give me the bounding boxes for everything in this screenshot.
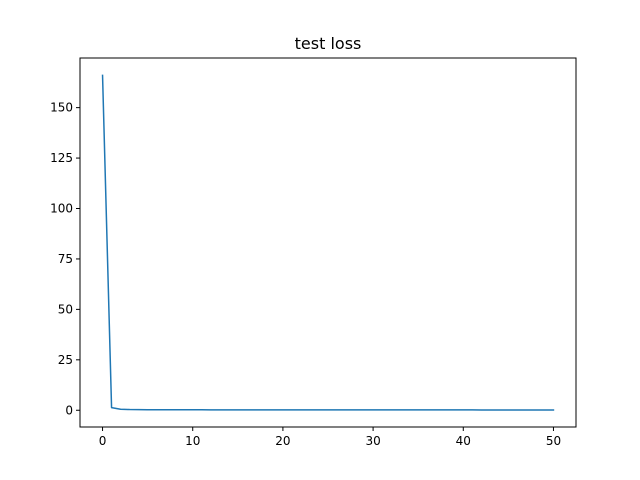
y-tick-label: 0 <box>65 403 73 417</box>
chart-title: test loss <box>295 34 362 53</box>
x-tick-label: 0 <box>99 434 107 448</box>
x-tick-label: 50 <box>546 434 561 448</box>
y-tick-label: 150 <box>50 101 73 115</box>
y-tick-label: 100 <box>50 202 73 216</box>
x-tick-label: 20 <box>275 434 290 448</box>
y-tick-label: 75 <box>58 252 73 266</box>
x-tick-label: 10 <box>185 434 200 448</box>
x-tick-label: 40 <box>456 434 471 448</box>
y-tick-label: 125 <box>50 151 73 165</box>
x-tick-label: 30 <box>365 434 380 448</box>
y-tick-label: 25 <box>58 353 73 367</box>
y-tick-label: 50 <box>58 302 73 316</box>
